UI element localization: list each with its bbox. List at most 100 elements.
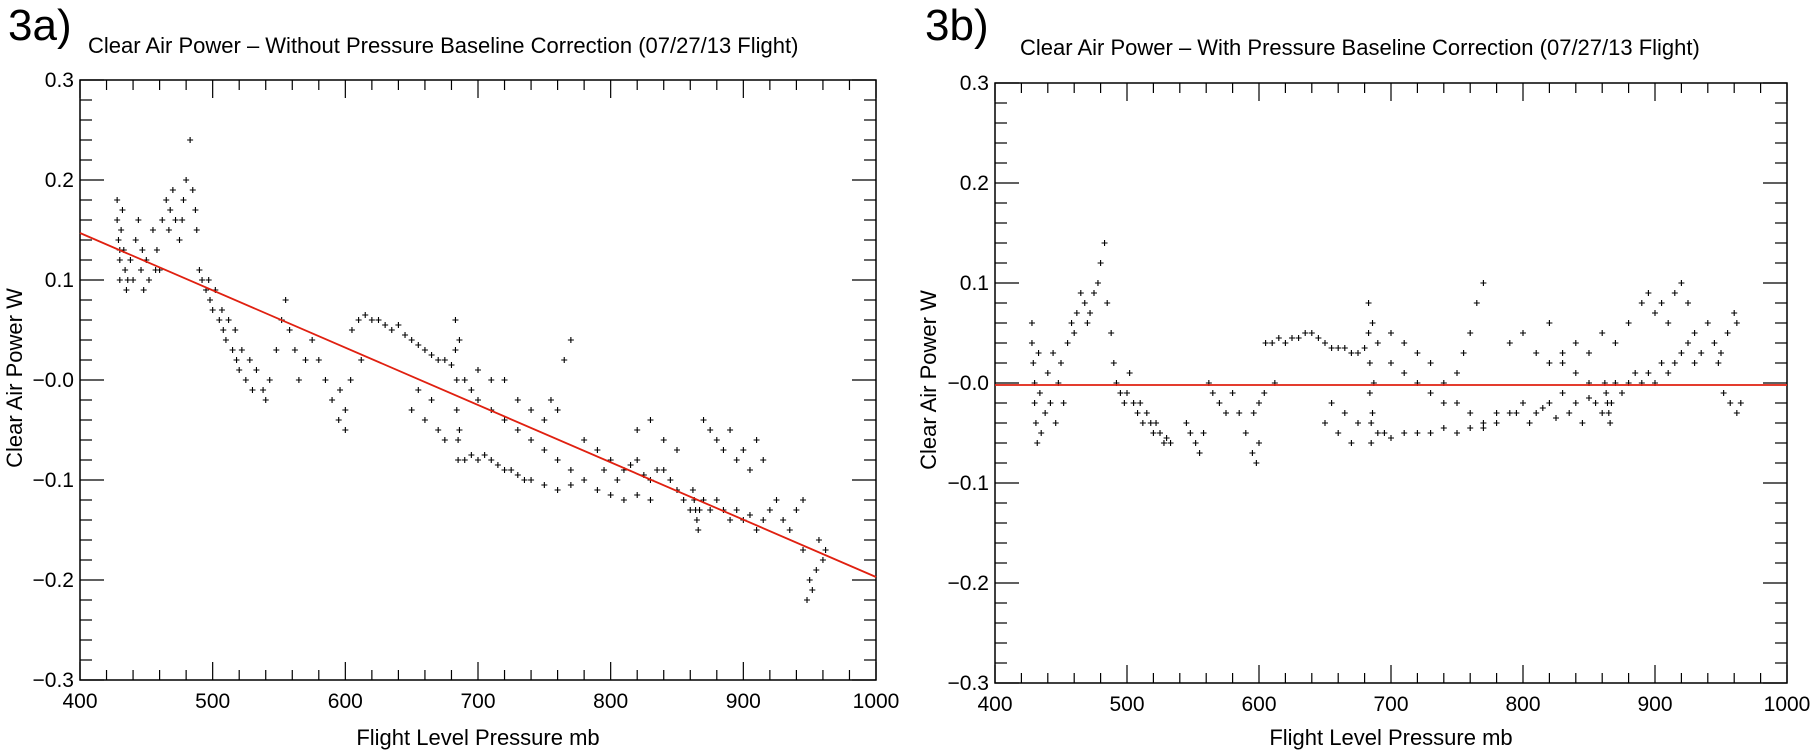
data-point: [415, 342, 422, 348]
data-point: [1645, 370, 1652, 376]
x-tick-label: 900: [1637, 693, 1672, 716]
data-point: [1216, 400, 1223, 406]
data-point: [220, 327, 227, 333]
data-point: [1711, 340, 1718, 346]
y-tick-label: −0.1: [33, 469, 74, 492]
data-point: [475, 367, 481, 373]
data-point: [189, 187, 196, 193]
data-point: [1328, 400, 1335, 406]
data-point: [1374, 340, 1381, 346]
data-point: [1047, 400, 1054, 406]
data-point: [667, 477, 674, 483]
data-point: [1361, 345, 1368, 351]
data-point: [233, 357, 240, 363]
data-point: [114, 217, 121, 223]
data-point: [122, 267, 129, 273]
data-point: [415, 387, 422, 393]
data-point: [1032, 420, 1039, 426]
data-point: [1030, 360, 1037, 366]
data-point: [322, 377, 329, 383]
data-point: [229, 347, 236, 353]
data-point: [347, 377, 354, 383]
data-point: [760, 457, 767, 463]
data-point: [1028, 340, 1035, 346]
data-point: [1160, 440, 1167, 446]
data-point: [1388, 435, 1394, 441]
data-point: [1365, 330, 1372, 336]
data-point: [1427, 360, 1434, 366]
data-point: [222, 337, 229, 343]
data-point: [634, 427, 641, 433]
data-point: [124, 277, 131, 283]
data-point: [1671, 360, 1678, 366]
data-point: [355, 317, 362, 323]
data-point: [475, 397, 481, 403]
data-point: [1192, 440, 1199, 446]
data-point: [1229, 390, 1236, 396]
data-point: [514, 427, 521, 433]
x-tick-label: 700: [1373, 693, 1408, 716]
data-point: [1368, 420, 1375, 426]
data-point: [209, 307, 216, 313]
data-point: [1341, 410, 1348, 416]
data-point: [187, 137, 194, 143]
data-point: [601, 467, 608, 473]
data-point: [1414, 430, 1421, 436]
data-point: [695, 527, 702, 533]
data-point: [1153, 420, 1160, 426]
data-point: [179, 217, 186, 223]
data-point: [800, 497, 807, 503]
data-point: [169, 187, 176, 193]
data-point: [1727, 400, 1734, 406]
data-point: [242, 377, 249, 383]
data-point: [1262, 340, 1269, 346]
data-point: [176, 237, 183, 243]
data-point: [1559, 360, 1566, 366]
data-point: [205, 277, 212, 283]
data-point: [1253, 460, 1260, 466]
data-point: [456, 337, 463, 343]
data-point: [395, 322, 402, 328]
data-point: [1533, 350, 1540, 356]
data-point: [521, 477, 528, 483]
data-point: [720, 447, 727, 453]
data-point: [1427, 390, 1434, 396]
panel-label: 3a): [8, 1, 72, 50]
data-point: [1612, 340, 1619, 346]
data-point: [453, 377, 460, 383]
data-point: [309, 337, 316, 343]
data-point: [114, 197, 121, 203]
data-point: [1034, 440, 1041, 446]
y-tick-label: −0.2: [948, 572, 989, 595]
data-point: [1137, 400, 1144, 406]
x-tick-label: 400: [62, 690, 97, 713]
data-point: [1440, 425, 1447, 431]
data-point: [773, 497, 780, 503]
data-point: [452, 347, 459, 353]
data-point: [1322, 340, 1328, 346]
data-point: [1546, 400, 1553, 406]
data-point: [1715, 360, 1722, 366]
data-point: [1685, 300, 1691, 306]
data-point: [145, 277, 152, 283]
data-point: [1282, 340, 1289, 346]
data-point: [1077, 290, 1084, 296]
data-point: [1097, 260, 1104, 266]
data-point: [1335, 345, 1342, 351]
data-point: [453, 407, 460, 413]
data-point: [172, 217, 179, 223]
data-point: [1209, 390, 1216, 396]
data-point: [183, 177, 190, 183]
data-point: [1440, 400, 1447, 406]
data-point: [118, 227, 125, 233]
data-point: [441, 357, 448, 363]
x-tick-label: 500: [1109, 693, 1144, 716]
data-point: [1520, 400, 1526, 406]
data-point: [1052, 420, 1059, 426]
data-point: [1454, 370, 1460, 376]
data-point: [1526, 420, 1533, 426]
x-tick-label: 600: [328, 690, 363, 713]
data-point: [1036, 390, 1043, 396]
data-point: [1731, 310, 1738, 316]
data-point: [207, 297, 214, 303]
